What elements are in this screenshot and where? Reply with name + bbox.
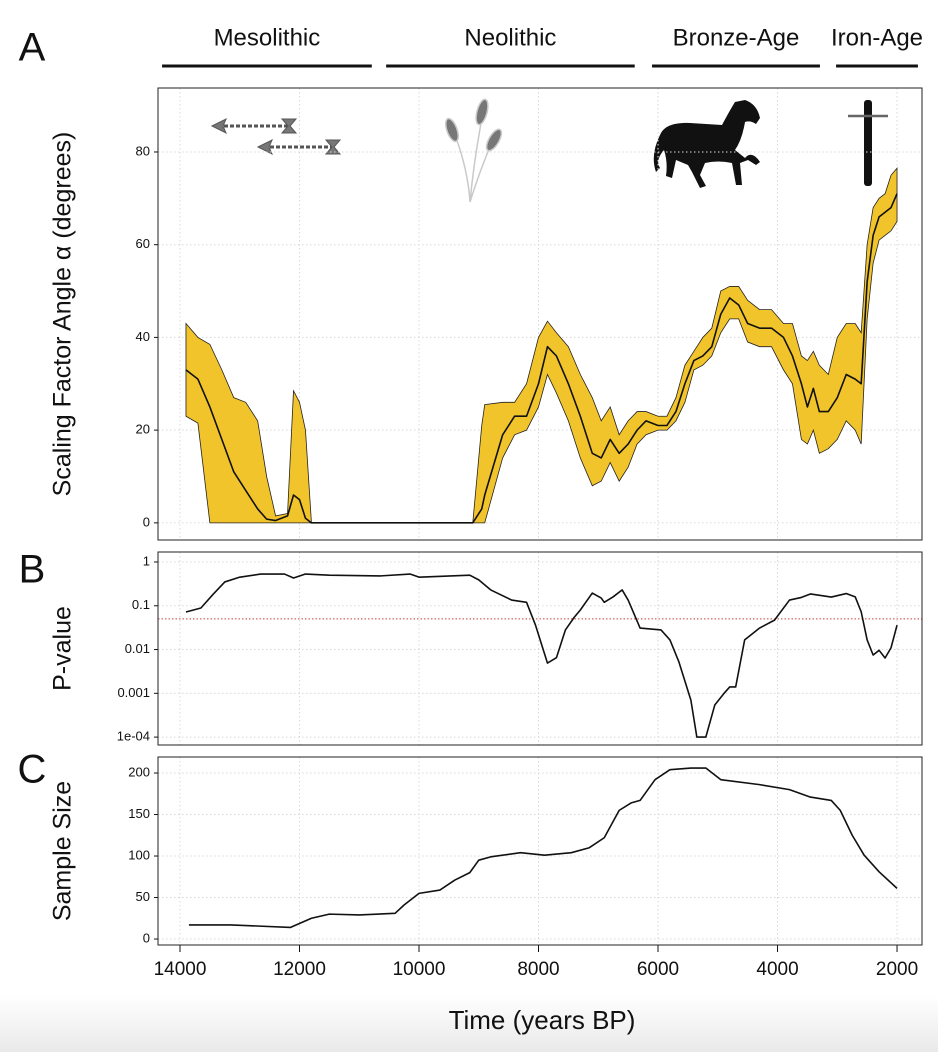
y-axis-title: P-value xyxy=(49,606,77,691)
y-tick-label: 0 xyxy=(143,930,150,945)
x-tick-label: 6000 xyxy=(637,959,679,980)
y-axis-title: Scaling Factor Angle α (degrees) xyxy=(49,132,77,497)
y-tick-label: 40 xyxy=(136,329,150,344)
series-line xyxy=(185,573,898,738)
period-label: Bronze-Age xyxy=(673,24,800,51)
y-tick-label: 80 xyxy=(136,143,150,158)
panel-label: B xyxy=(19,548,46,592)
y-tick-label: 0.001 xyxy=(117,685,150,700)
sword-icon xyxy=(848,100,888,186)
series-line xyxy=(185,193,898,524)
plot-frame xyxy=(157,87,923,541)
x-tick-label: 4000 xyxy=(756,959,798,980)
confidence-band xyxy=(185,167,898,524)
x-tick-label: 8000 xyxy=(517,959,559,980)
y-tick-label: 200 xyxy=(128,764,150,779)
x-tick-label: 14000 xyxy=(154,959,207,980)
y-tick-label: 20 xyxy=(136,422,150,437)
horse-icon xyxy=(653,100,760,188)
period-label: Neolithic xyxy=(464,24,556,51)
y-tick-label: 150 xyxy=(128,806,150,821)
panel-label: C xyxy=(18,748,47,792)
y-tick-label: 0.01 xyxy=(125,641,150,656)
bottom-shade xyxy=(0,995,938,1052)
series-line xyxy=(188,767,898,929)
x-tick-label: 10000 xyxy=(393,959,446,980)
x-tick-label: 12000 xyxy=(273,959,326,980)
y-tick-label: 1e-04 xyxy=(117,729,150,744)
x-axis-title: Time (years BP) xyxy=(449,1005,636,1035)
period-label: Mesolithic xyxy=(214,24,321,51)
period-label: Iron-Age xyxy=(831,24,923,51)
plot-frame xyxy=(157,551,923,746)
y-tick-label: 50 xyxy=(136,889,150,904)
plot-frame xyxy=(157,756,923,946)
y-tick-label: 100 xyxy=(128,847,150,862)
y-tick-label: 0 xyxy=(143,514,150,529)
y-axis-title: Sample Size xyxy=(49,781,77,921)
x-tick-label: 2000 xyxy=(876,959,918,980)
wheat-icon xyxy=(445,98,503,203)
arrow-icons xyxy=(210,117,342,156)
y-tick-label: 60 xyxy=(136,236,150,251)
y-tick-label: 1 xyxy=(143,553,150,568)
y-tick-label: 0.1 xyxy=(132,597,150,612)
panel-label: A xyxy=(19,26,46,70)
